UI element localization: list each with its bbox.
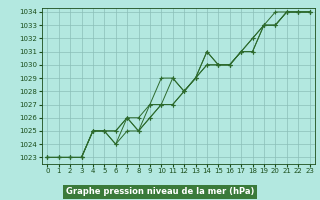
Text: Graphe pression niveau de la mer (hPa): Graphe pression niveau de la mer (hPa) (66, 187, 254, 196)
